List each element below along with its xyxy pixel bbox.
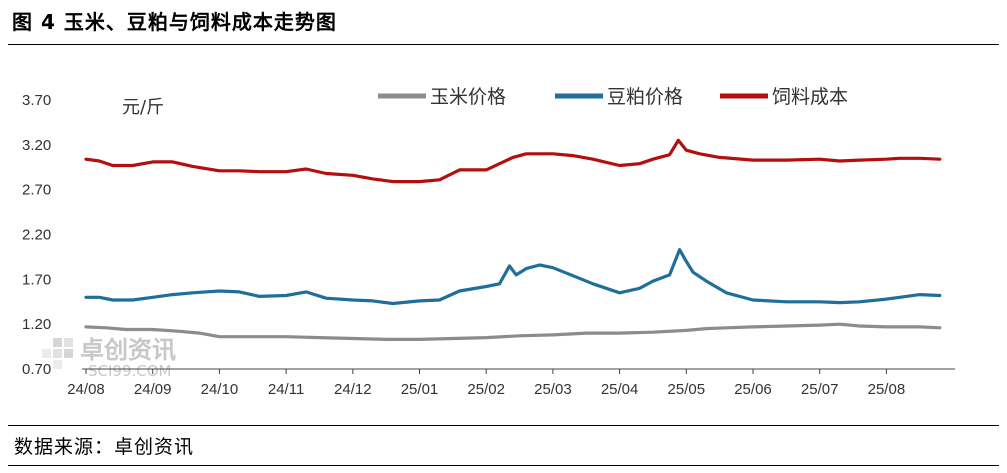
y-tick-label: 3.70 bbox=[22, 92, 51, 109]
x-tick-label: 24/09 bbox=[134, 381, 172, 398]
title-rule bbox=[8, 44, 999, 45]
legend-label: 豆粕价格 bbox=[607, 86, 683, 108]
figure-title: 图 4 玉米、豆粕与饲料成本走势图 bbox=[12, 10, 337, 34]
x-tick-label: 25/02 bbox=[467, 381, 505, 398]
watermark-logo-icon bbox=[42, 338, 73, 369]
x-tick-label: 25/05 bbox=[668, 381, 706, 398]
watermark: 卓创资讯 SCI99.COM bbox=[42, 336, 176, 380]
x-tick-label: 25/07 bbox=[801, 381, 839, 398]
x-tick-label: 25/01 bbox=[401, 381, 439, 398]
watermark-subtext: SCI99.COM bbox=[88, 362, 172, 380]
x-axis: 24/08 24/09 24/10 24/11 24/12 25/01 25/02 25/03… bbox=[67, 369, 905, 398]
series-lines bbox=[84, 138, 942, 341]
series-line-2 bbox=[84, 248, 942, 306]
y-tick-label: 0.70 bbox=[22, 361, 51, 378]
y-tick-label: 3.20 bbox=[22, 137, 51, 154]
x-tick-label: 25/04 bbox=[601, 381, 639, 398]
y-tick-label: 1.20 bbox=[22, 316, 51, 333]
footer-rule bbox=[8, 465, 999, 466]
watermark-text: 卓创资讯 bbox=[80, 336, 176, 364]
y-tick-label: 1.70 bbox=[22, 271, 51, 288]
y-tick-label: 2.20 bbox=[22, 227, 51, 244]
x-tick-label: 24/12 bbox=[334, 381, 372, 398]
x-tick-label: 24/10 bbox=[201, 381, 239, 398]
series-line-1 bbox=[84, 322, 942, 341]
source-note: 数据来源：卓创资讯 bbox=[14, 436, 195, 458]
x-tick-label: 24/08 bbox=[67, 381, 105, 398]
y-tick-label: 2.70 bbox=[22, 182, 51, 199]
x-tick-label: 25/08 bbox=[868, 381, 906, 398]
series-line-3 bbox=[84, 138, 942, 184]
x-tick-label: 24/11 bbox=[268, 381, 304, 398]
x-tick-label: 25/03 bbox=[534, 381, 572, 398]
y-axis: 3.70 3.20 2.70 2.20 1.70 1.20 0.70 bbox=[22, 92, 51, 378]
source-rule bbox=[8, 425, 999, 426]
legend-label: 玉米价格 bbox=[430, 86, 506, 108]
legend: 玉米价格 豆粕价格 饲料成本 bbox=[378, 86, 848, 108]
x-tick-label: 25/06 bbox=[734, 381, 772, 398]
y-unit-label: 元/斤 bbox=[122, 97, 164, 118]
legend-label: 饲料成本 bbox=[772, 86, 848, 108]
